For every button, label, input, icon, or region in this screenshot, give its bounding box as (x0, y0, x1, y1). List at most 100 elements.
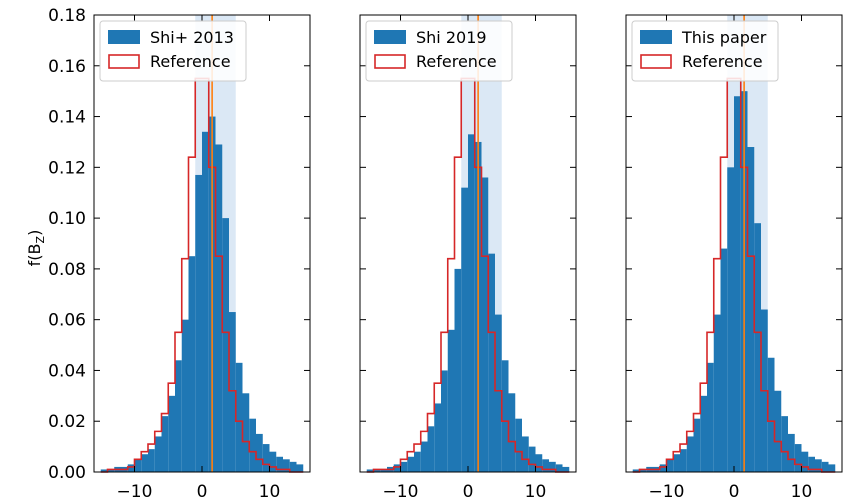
x-tick-label: 0 (463, 482, 474, 502)
histogram-bar (508, 393, 516, 472)
histogram-bar (522, 436, 529, 472)
histogram-bar (454, 268, 462, 472)
y-tick-label: 0.18 (48, 6, 86, 26)
histogram-bar (366, 469, 374, 472)
histogram-bar (188, 256, 196, 472)
histogram-bar (249, 418, 256, 472)
histogram-bar (107, 469, 115, 472)
histogram-bar (380, 469, 387, 472)
histogram-bar (828, 464, 836, 472)
histogram-bar (639, 469, 647, 472)
x-tick-label: −10 (117, 482, 153, 502)
histogram-bar (734, 96, 741, 472)
histogram-bar (256, 433, 263, 472)
histogram-bar (794, 444, 802, 472)
histogram-bar (168, 395, 175, 472)
histogram-bar (269, 451, 277, 472)
histogram-bar (632, 469, 640, 472)
y-tick-label: 0.12 (48, 158, 86, 178)
histogram-bar (515, 418, 522, 472)
histogram-bar (400, 461, 408, 472)
y-tick-label: 0.16 (48, 57, 86, 77)
legend-swatch-filled (374, 30, 406, 44)
histogram-bar (781, 416, 788, 472)
legend-swatch-reference (108, 54, 140, 69)
x-tick-label: −10 (649, 482, 685, 502)
histogram-bar (673, 454, 680, 472)
histogram-bar (127, 464, 135, 472)
histogram-bar (801, 451, 809, 472)
y-tick-label: 0.04 (48, 361, 86, 381)
legend: Shi+ 2013 Reference (99, 20, 247, 82)
histogram-bar (235, 362, 243, 472)
histogram-bar (296, 464, 304, 472)
histogram-bar (666, 459, 674, 472)
histogram-bar (441, 370, 448, 472)
panel-shi-2013: 0.00 0.02 0.04 0.06 0.08 0.10 0.12 0.14 0.16 0.18… (48, 6, 311, 502)
histogram-bar (420, 441, 428, 472)
histogram-bar (427, 426, 435, 472)
histogram-bar (222, 218, 229, 472)
y-tick-label: 0.08 (48, 260, 86, 280)
histogram-bar (407, 456, 414, 472)
histogram-bar (181, 319, 189, 472)
legend-swatch-reference (640, 54, 672, 69)
histogram-bar (713, 314, 721, 472)
histogram-bar (727, 167, 734, 473)
histogram-bar (393, 464, 401, 472)
legend-label-filled: This paper (681, 28, 767, 47)
x-tick-label: 10 (791, 482, 813, 502)
histogram-bar (134, 459, 142, 472)
histogram-bar (148, 449, 155, 472)
x-tick-label: 10 (525, 482, 547, 502)
histogram-bar (720, 248, 728, 472)
y-axis-label: f(BZ) (25, 230, 47, 267)
histogram-bar (767, 357, 775, 472)
histogram-bar (535, 454, 543, 472)
y-tick-label: 0.06 (48, 311, 86, 331)
y-axis-label-subscript: Z (34, 235, 47, 243)
histogram-bar (555, 464, 563, 472)
histogram-bar (461, 187, 468, 472)
legend: This paper Reference (631, 20, 779, 82)
legend-label-reference: Reference (416, 52, 497, 71)
legend-label-reference: Reference (150, 52, 231, 71)
histogram-bar (542, 459, 549, 472)
histogram-bar (754, 223, 761, 472)
histogram-bar (229, 312, 236, 472)
histogram-bar (821, 461, 829, 472)
histogram-bar (161, 416, 169, 472)
histogram-bar (562, 466, 570, 472)
histogram-bar (215, 144, 223, 472)
panel-this-paper: −10 0 10 This paper Reference (625, 14, 843, 502)
legend-label-filled: Shi+ 2013 (150, 28, 234, 47)
histogram-bar (528, 446, 536, 472)
histogram-bar (262, 444, 270, 472)
histogram-bar (774, 390, 782, 472)
histogram-bar (434, 403, 441, 472)
histogram-bar (276, 456, 283, 472)
x-tick-label: 10 (259, 482, 281, 502)
histogram-bar (100, 469, 108, 472)
histogram-bar (373, 469, 381, 472)
y-axis-label-close: ) (25, 230, 44, 236)
histogram-bar (447, 329, 455, 472)
histogram-bar (747, 147, 755, 472)
x-tick-label: 0 (197, 482, 208, 502)
x-tick-label: 0 (729, 482, 740, 502)
legend-label-reference: Reference (682, 52, 763, 71)
histogram-bar (788, 433, 795, 472)
y-axis-label-main: f(B (25, 243, 44, 266)
histogram-bar (808, 456, 815, 472)
histogram-bar (154, 436, 162, 472)
legend: Shi 2019 Reference (365, 20, 513, 82)
histogram-bar (495, 314, 502, 472)
histogram-bar (141, 454, 148, 472)
legend-swatch-reference (374, 54, 406, 69)
histogram-bar (659, 464, 667, 472)
x-tick-label: −10 (383, 482, 419, 502)
histogram-bar (700, 395, 707, 472)
histogram-bar (242, 393, 250, 472)
legend-label-filled: Shi 2019 (416, 28, 487, 47)
histogram-bar (414, 451, 421, 472)
